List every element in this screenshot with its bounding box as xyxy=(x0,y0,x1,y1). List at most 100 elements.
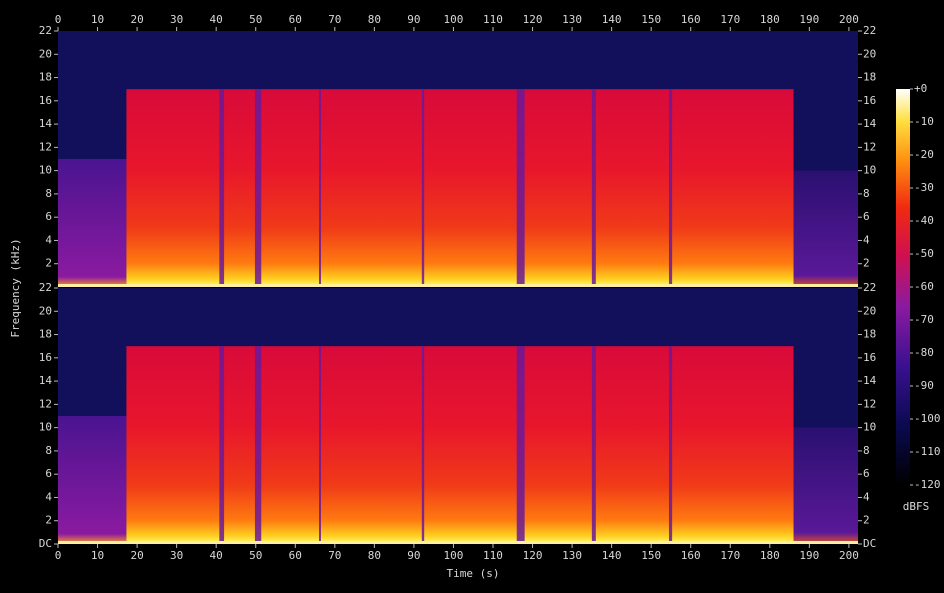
y-tick-label: 10 xyxy=(39,421,52,434)
y-tick-label: 12 xyxy=(39,140,52,153)
y-tick-label: 2 xyxy=(863,514,870,527)
y-tick-label: 4 xyxy=(45,490,52,503)
x-tick-label: 70 xyxy=(328,549,341,562)
x-tick-label: 60 xyxy=(289,13,302,26)
spectrogram-band xyxy=(126,346,794,544)
y-tick-label: 22 xyxy=(863,24,876,37)
y-tick-label: 10 xyxy=(863,164,876,177)
spectrogram-band xyxy=(58,159,127,287)
x-tick-label: 110 xyxy=(483,549,503,562)
colorbar-tick-label: -70 xyxy=(914,313,934,326)
y-tick-label: 6 xyxy=(45,467,52,480)
colorbar-tick-label: +0 xyxy=(914,82,927,95)
y-tick-label: 4 xyxy=(863,490,870,503)
colorbar-tick-label: -120 xyxy=(914,478,941,491)
colorbar-tick-label: -30 xyxy=(914,181,934,194)
x-tick-label: 110 xyxy=(483,13,503,26)
y-tick-label: 16 xyxy=(863,94,876,107)
spectrogram-gap xyxy=(219,89,225,284)
spectrogram-band xyxy=(58,416,127,544)
y-tick-label: 22 xyxy=(39,281,52,294)
y-tick-label: 12 xyxy=(863,140,876,153)
x-tick-label: 100 xyxy=(444,13,464,26)
x-tick-label: 150 xyxy=(641,549,661,562)
colorbar-tick-label: -20 xyxy=(914,148,934,161)
spectrogram-gap xyxy=(219,346,225,541)
x-tick-label: 40 xyxy=(210,549,223,562)
y-tick-label: 14 xyxy=(863,374,877,387)
x-tick-label: 80 xyxy=(368,549,381,562)
y-tick-label: 16 xyxy=(39,94,52,107)
colorbar-tick-label: -50 xyxy=(914,247,934,260)
y-tick-label: 8 xyxy=(45,187,52,200)
y-tick-label: 18 xyxy=(863,328,876,341)
x-tick-label: 10 xyxy=(91,13,104,26)
colorbar-tick-label: -40 xyxy=(914,214,934,227)
spectrogram-gap xyxy=(421,346,425,541)
spectrogram-band xyxy=(793,427,858,544)
x-tick-label: 30 xyxy=(170,13,183,26)
y-tick-label: 2 xyxy=(863,257,870,270)
y-tick-label: 10 xyxy=(863,421,876,434)
y-tick-label: 20 xyxy=(39,47,52,60)
x-tick-label: 0 xyxy=(55,13,62,26)
colorbar-tick-label: -90 xyxy=(914,379,934,392)
y-tick-label: 6 xyxy=(863,467,870,480)
y-tick-label: 16 xyxy=(863,351,876,364)
x-axis-label: Time (s) xyxy=(447,567,500,580)
x-tick-label: 20 xyxy=(130,549,143,562)
x-tick-label: 50 xyxy=(249,13,262,26)
x-tick-label: 50 xyxy=(249,549,262,562)
x-tick-label: 130 xyxy=(562,13,582,26)
y-tick-label: 2 xyxy=(45,257,52,270)
x-tick-label: 60 xyxy=(289,549,302,562)
spectrogram-gap xyxy=(318,89,321,284)
y-tick-label: DC xyxy=(863,537,876,550)
y-tick-label: 6 xyxy=(863,210,870,223)
y-axis-label: Frequency (kHz) xyxy=(9,238,22,337)
spectrogram-gap xyxy=(516,346,525,541)
x-tick-label: 90 xyxy=(407,549,420,562)
x-tick-label: 70 xyxy=(328,13,341,26)
spectrogram-gap xyxy=(254,89,262,284)
y-tick-label: 14 xyxy=(39,117,53,130)
y-tick-label: 14 xyxy=(863,117,877,130)
spectrogram-gap xyxy=(668,346,673,541)
colorbar-label: dBFS xyxy=(903,500,930,513)
colorbar-tick-label: -60 xyxy=(914,280,934,293)
y-tick-label: 8 xyxy=(863,187,870,200)
spectrogram-gap xyxy=(591,89,596,284)
y-tick-label: 18 xyxy=(39,328,52,341)
spectrogram-gap xyxy=(318,346,321,541)
y-tick-label: 18 xyxy=(863,71,876,84)
y-tick-label: 6 xyxy=(45,210,52,223)
x-tick-label: 100 xyxy=(444,549,464,562)
spectrogram-gap xyxy=(668,89,673,284)
spectrogram-band xyxy=(58,541,858,544)
spectrogram-gap xyxy=(421,89,425,284)
x-tick-label: 170 xyxy=(720,549,740,562)
spectrogram-gap xyxy=(591,346,596,541)
y-tick-label: 4 xyxy=(863,233,870,246)
spectrogram-gap xyxy=(516,89,525,284)
x-tick-label: 80 xyxy=(368,13,381,26)
y-tick-label: 8 xyxy=(863,444,870,457)
x-tick-label: 140 xyxy=(602,549,622,562)
x-tick-label: 200 xyxy=(839,549,859,562)
x-tick-label: 180 xyxy=(760,13,780,26)
colorbar-tick-label: -100 xyxy=(914,412,941,425)
colorbar-tick-label: -110 xyxy=(914,445,941,458)
y-tick-label: 22 xyxy=(863,281,876,294)
x-tick-label: 150 xyxy=(641,13,661,26)
x-tick-label: 20 xyxy=(130,13,143,26)
y-tick-label: 18 xyxy=(39,71,52,84)
x-tick-label: 0 xyxy=(55,549,62,562)
colorbar-tick-label: -10 xyxy=(914,115,934,128)
x-tick-label: 120 xyxy=(523,13,543,26)
x-tick-label: 190 xyxy=(799,13,819,26)
spectrogram-band xyxy=(793,170,858,287)
x-tick-label: 30 xyxy=(170,549,183,562)
x-tick-label: 180 xyxy=(760,549,780,562)
x-tick-label: 190 xyxy=(799,549,819,562)
